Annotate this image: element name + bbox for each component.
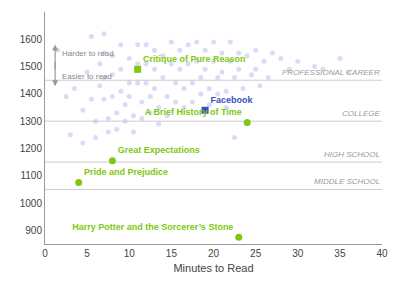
svg-text:0: 0 [42,248,48,259]
svg-text:15: 15 [166,248,178,259]
svg-text:1000: 1000 [20,198,43,209]
svg-text:10: 10 [124,248,136,259]
svg-text:1500: 1500 [20,61,43,72]
svg-text:HIGH SCHOOL: HIGH SCHOOL [324,150,380,159]
svg-text:25: 25 [250,248,262,259]
svg-text:20: 20 [208,248,220,259]
svg-text:Harder to read: Harder to read [62,49,114,58]
svg-text:PROFESSIONAL CAREER: PROFESSIONAL CAREER [282,68,380,77]
svg-text:Easier to read: Easier to read [62,72,112,81]
svg-text:COLLEGE: COLLEGE [342,109,380,118]
svg-text:1100: 1100 [20,170,42,181]
svg-text:5: 5 [84,248,90,259]
svg-text:40: 40 [376,248,388,259]
svg-text:Critique of Pure Reason: Critique of Pure Reason [143,54,246,64]
svg-text:MIDDLE SCHOOL: MIDDLE SCHOOL [314,177,380,186]
svg-text:Pride and Prejudice: Pride and Prejudice [84,167,168,177]
svg-text:Minutes to Read: Minutes to Read [173,262,253,274]
svg-text:1200: 1200 [20,143,43,154]
svg-text:Great Expectations: Great Expectations [118,145,200,155]
svg-text:900: 900 [25,225,42,236]
svg-text:35: 35 [334,248,346,259]
svg-text:1600: 1600 [20,34,43,45]
svg-text:Facebook: Facebook [210,95,253,105]
svg-text:A Brief History of Time: A Brief History of Time [145,107,242,117]
svg-text:1400: 1400 [20,88,43,99]
svg-text:Harry Potter and the Sorcerer’: Harry Potter and the Sorcerer’s Stone [72,222,233,232]
svg-text:30: 30 [292,248,304,259]
svg-text:1300: 1300 [20,116,43,127]
